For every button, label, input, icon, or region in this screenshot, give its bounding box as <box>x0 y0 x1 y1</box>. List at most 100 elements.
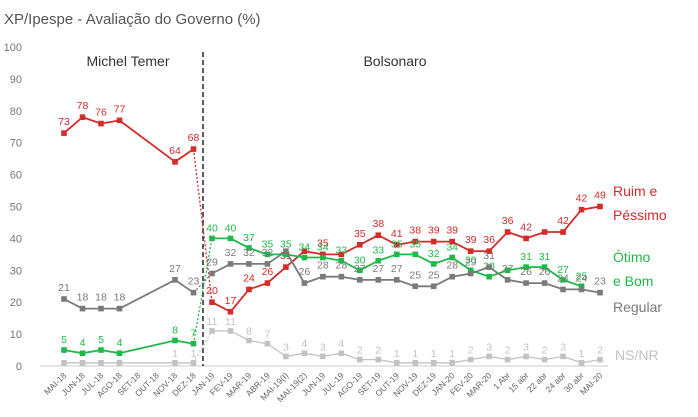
data-label: 32 <box>225 247 237 259</box>
series-line-bolsonaro <box>211 205 601 313</box>
data-point <box>578 360 585 366</box>
data-point <box>449 360 455 366</box>
data-label: 41 <box>391 228 403 240</box>
data-point <box>375 277 382 283</box>
data-label: 35 <box>280 238 292 250</box>
data-point <box>578 286 585 293</box>
data-point <box>79 360 86 366</box>
data-label: 3 <box>283 341 289 353</box>
y-tick-label: 50 <box>10 202 22 214</box>
data-label: 30 <box>354 254 366 266</box>
data-label: 11 <box>225 316 236 328</box>
data-label: 1 <box>449 348 455 360</box>
data-point <box>467 270 474 277</box>
series-name-label: Ruim e <box>613 183 658 199</box>
data-point <box>227 235 234 242</box>
data-label: 23 <box>594 276 606 288</box>
data-point <box>412 251 419 258</box>
data-label: 39 <box>428 225 440 237</box>
data-point <box>597 356 603 363</box>
data-label: 29 <box>206 256 218 268</box>
data-label: 2 <box>375 345 381 357</box>
data-point <box>172 277 178 283</box>
data-label: 28 <box>335 260 347 272</box>
data-label: 68 <box>188 132 200 144</box>
data-point <box>116 305 123 312</box>
y-tick-label: 60 <box>10 170 22 182</box>
data-label: 33 <box>372 245 384 257</box>
data-point <box>578 206 585 213</box>
y-tick-label: 20 <box>10 297 22 309</box>
data-label: 40 <box>225 222 237 234</box>
data-label: 27 <box>391 263 403 275</box>
data-label: 30 <box>465 254 477 266</box>
data-label: 31 <box>520 251 532 263</box>
data-point <box>190 360 197 366</box>
series-name-label: Regular <box>613 299 662 315</box>
data-label: 28 <box>446 260 458 272</box>
data-label: 40 <box>206 222 218 234</box>
data-point <box>172 337 178 344</box>
data-label: 1 <box>579 348 585 360</box>
data-point <box>320 254 326 261</box>
data-point <box>560 277 566 283</box>
data-label: 26 <box>262 266 274 278</box>
data-label: 64 <box>169 145 181 157</box>
y-tick-label: 10 <box>10 329 22 341</box>
data-point <box>467 356 474 363</box>
data-point <box>393 360 400 366</box>
data-label: 2 <box>357 345 363 357</box>
series-line-temer <box>63 116 195 163</box>
data-label: 24 <box>557 272 569 284</box>
data-label: 3 <box>560 341 566 353</box>
data-label: 18 <box>114 292 126 304</box>
data-label: 35 <box>262 238 274 250</box>
data-point <box>61 296 67 302</box>
data-point <box>504 356 511 363</box>
data-label: 25 <box>428 269 440 281</box>
data-label: 4 <box>80 337 86 349</box>
data-label: 35 <box>391 238 403 250</box>
data-point <box>393 277 400 283</box>
data-point <box>541 229 548 235</box>
section-label: Michel Temer <box>87 53 170 69</box>
data-point <box>486 264 492 270</box>
data-point <box>523 235 529 242</box>
data-point <box>227 328 234 334</box>
series-name-label: e Bom <box>613 273 653 289</box>
data-point <box>449 273 455 280</box>
data-label: 37 <box>243 232 255 244</box>
data-point <box>449 238 455 245</box>
data-point <box>597 203 603 210</box>
data-point <box>375 232 382 239</box>
data-point <box>320 273 326 280</box>
data-label: 24 <box>576 272 588 284</box>
data-label: 20 <box>206 285 218 297</box>
data-point <box>357 241 363 248</box>
y-tick-label: 100 <box>4 42 22 54</box>
data-point <box>523 264 529 270</box>
data-label: 8 <box>172 324 178 336</box>
data-label: 73 <box>58 116 70 128</box>
data-point <box>61 130 67 136</box>
data-point <box>467 248 474 254</box>
data-point <box>264 261 271 267</box>
data-point <box>98 120 104 127</box>
data-label: 26 <box>520 266 532 278</box>
data-point <box>190 289 197 296</box>
data-point <box>301 254 308 261</box>
data-point <box>430 261 437 267</box>
data-point <box>412 283 419 290</box>
data-label: 34 <box>446 242 458 254</box>
data-point <box>467 267 474 274</box>
data-point <box>560 353 566 360</box>
data-point <box>209 328 215 334</box>
data-point <box>541 356 548 363</box>
data-point <box>98 347 104 353</box>
data-point <box>190 146 197 152</box>
data-label: 78 <box>77 100 89 112</box>
data-point <box>486 273 492 280</box>
data-label: 27 <box>557 264 569 276</box>
data-label: 35 <box>317 237 329 249</box>
